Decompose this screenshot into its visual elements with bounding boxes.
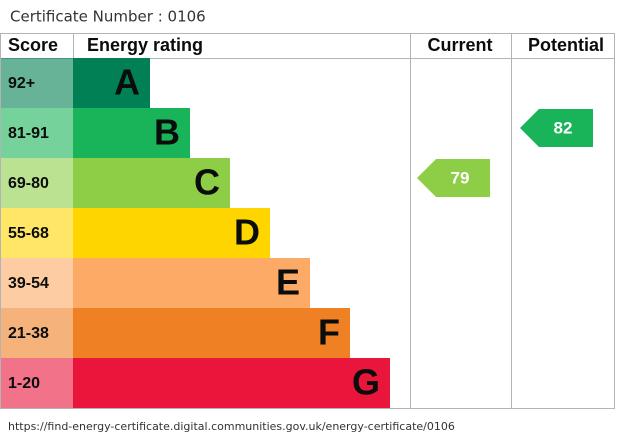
score-cell <box>1 308 73 358</box>
current-value: 79 <box>451 168 470 187</box>
score-label: 55-68 <box>8 225 49 242</box>
score-label: 69-80 <box>8 175 49 192</box>
rating-bar <box>73 58 150 108</box>
header-rating: Energy rating <box>87 35 203 55</box>
score-label: 21-38 <box>8 325 49 342</box>
certificate-number: Certificate Number : 0106 <box>10 8 206 26</box>
score-cell <box>1 358 73 408</box>
score-cell <box>1 108 73 158</box>
rating-bar <box>73 208 270 258</box>
score-label: 81-91 <box>8 125 49 142</box>
certificate-url: https://find-energy-certificate.digital.… <box>8 420 455 433</box>
score-cell <box>1 158 73 208</box>
potential-value: 82 <box>554 118 573 137</box>
rating-bar <box>73 158 230 208</box>
rating-letter: D <box>234 212 260 253</box>
score-cell <box>1 258 73 308</box>
rating-bar <box>73 258 310 308</box>
score-label: 92+ <box>8 75 35 92</box>
score-label: 39-54 <box>8 275 49 292</box>
score-cell <box>1 58 73 108</box>
current-arrow <box>417 159 490 197</box>
potential-arrow <box>520 109 593 147</box>
rating-letter: G <box>352 362 380 403</box>
rating-letter: F <box>318 312 340 353</box>
rating-letter: A <box>114 62 140 103</box>
rating-letter: B <box>154 112 180 153</box>
header-score: Score <box>8 35 58 55</box>
rating-bar <box>73 108 190 158</box>
rating-letter: C <box>194 162 220 203</box>
rating-letter: E <box>276 262 300 303</box>
rating-bar <box>73 358 390 408</box>
score-label: 1-20 <box>8 375 40 392</box>
score-cell <box>1 208 73 258</box>
rating-bar <box>73 308 350 358</box>
header-current: Current <box>427 35 492 55</box>
header-potential: Potential <box>528 35 604 55</box>
